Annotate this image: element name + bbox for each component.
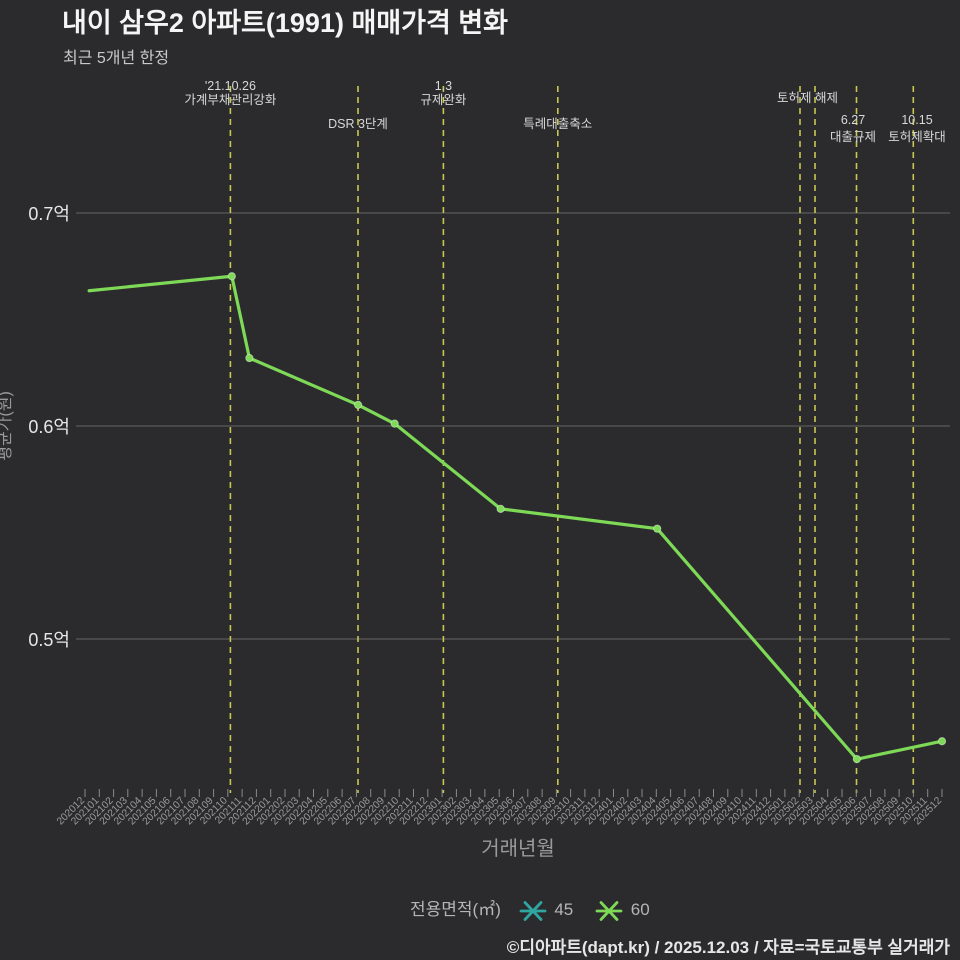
svg-text:0.6억: 0.6억	[28, 417, 70, 437]
svg-text:가계부채관리강화: 가계부채관리강화	[184, 93, 277, 107]
svg-text:6.27: 6.27	[841, 113, 865, 127]
svg-text:대출규제: 대출규제	[830, 130, 876, 144]
svg-text:1.3: 1.3	[435, 79, 452, 93]
svg-text:0.7억: 0.7억	[28, 204, 70, 224]
svg-text:0.5억: 0.5억	[28, 630, 70, 650]
svg-text:토허제 해제: 토허제 해제	[777, 91, 838, 105]
svg-text:규제완화: 규제완화	[420, 93, 467, 107]
svg-text:평균가(원): 평균가(원)	[0, 391, 14, 461]
svg-text:DSR 3단계: DSR 3단계	[328, 117, 388, 131]
svg-text:10.15: 10.15	[901, 113, 932, 127]
svg-text:'21.10.26: '21.10.26	[205, 79, 256, 93]
svg-text:거래년월: 거래년월	[481, 837, 555, 860]
svg-text:특례대출축소: 특례대출축소	[523, 117, 592, 131]
svg-text:토허제확대: 토허제확대	[888, 130, 946, 144]
